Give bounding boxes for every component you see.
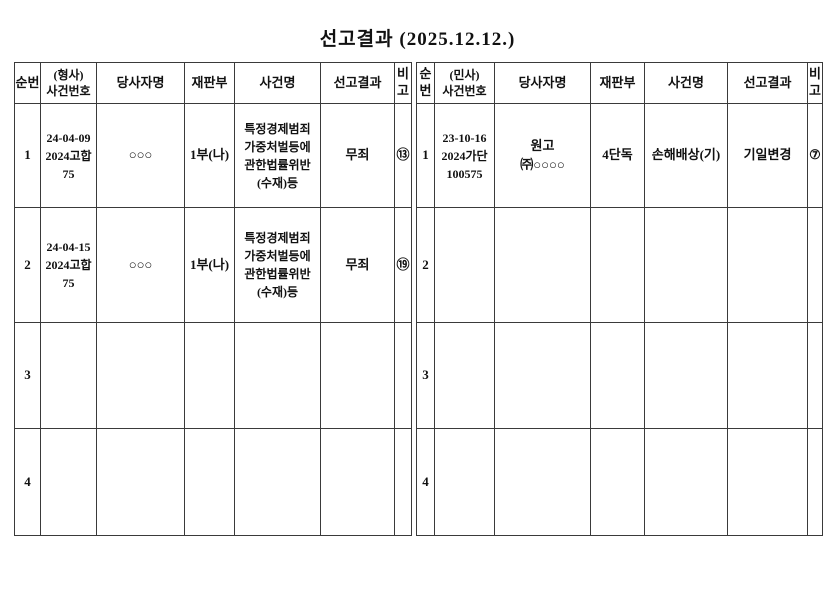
- cell-party: ○○○: [96, 103, 185, 208]
- table-row: 2: [416, 207, 823, 323]
- cell-note: ⑦: [807, 103, 823, 208]
- col-header-case-name: 사건명: [644, 62, 728, 104]
- cell-result: 무죄: [320, 207, 395, 323]
- cell-note: [807, 207, 823, 323]
- cell-result: [320, 428, 395, 536]
- col-header-panel: 재판부: [184, 62, 235, 104]
- cell-panel: [590, 207, 645, 323]
- cell-no: 3: [416, 322, 435, 429]
- cell-case-name: [644, 322, 728, 429]
- cell-no: 4: [416, 428, 435, 536]
- col-header-no: 순번: [14, 62, 41, 104]
- cell-panel: 1부(나): [184, 103, 235, 208]
- cell-case-no: 23-10-16 2024가단 100575: [434, 103, 495, 208]
- cell-note: [807, 322, 823, 429]
- cell-party: [494, 322, 591, 429]
- cell-case-no: [40, 428, 97, 536]
- cell-panel: 4단독: [590, 103, 645, 208]
- cell-case-name: [644, 207, 728, 323]
- cell-party: [96, 322, 185, 429]
- cell-result: [727, 322, 808, 429]
- criminal-table: 순번 (형사) 사건번호 당사자명 재판부 사건명 선고결과 비고 1 24-0…: [14, 62, 412, 536]
- cell-no: 1: [14, 103, 41, 208]
- table-row: 4: [14, 428, 412, 536]
- table-row: 1 24-04-09 2024고합 75 ○○○ 1부(나) 특정경제범죄 가중…: [14, 103, 412, 208]
- cell-result: 기일변경: [727, 103, 808, 208]
- cell-case-name: [234, 322, 321, 429]
- cell-party: 원고 ㈜○○○○: [494, 103, 591, 208]
- cell-panel: [590, 322, 645, 429]
- cell-result: 무죄: [320, 103, 395, 208]
- cell-no: 1: [416, 103, 435, 208]
- table-row: 1 23-10-16 2024가단 100575 원고 ㈜○○○○ 4단독 손해…: [416, 103, 823, 208]
- cell-case-no: [434, 428, 495, 536]
- cell-case-no: 24-04-09 2024고합 75: [40, 103, 97, 208]
- col-header-case-no: (형사) 사건번호: [40, 62, 97, 104]
- cell-note: [394, 322, 412, 429]
- cell-no: 3: [14, 322, 41, 429]
- cell-case-no: [434, 322, 495, 429]
- cell-case-name: 손해배상(기): [644, 103, 728, 208]
- cell-no: 4: [14, 428, 41, 536]
- cell-note: ⑬: [394, 103, 412, 208]
- civil-table: 순번 (민사) 사건번호 당사자명 재판부 사건명 선고결과 비고 1 23-1…: [416, 62, 823, 536]
- cell-party: [96, 428, 185, 536]
- table-row: 3: [416, 322, 823, 429]
- cell-party: [494, 207, 591, 323]
- cell-no: 2: [416, 207, 435, 323]
- col-header-result: 선고결과: [320, 62, 395, 104]
- col-header-case-no: (민사) 사건번호: [434, 62, 495, 104]
- cell-case-no: [434, 207, 495, 323]
- col-header-panel: 재판부: [590, 62, 645, 104]
- table-row: 2 24-04-15 2024고합 75 ○○○ 1부(나) 특정경제범죄 가중…: [14, 207, 412, 323]
- col-header-result: 선고결과: [727, 62, 808, 104]
- cell-note: [394, 428, 412, 536]
- cell-party: ○○○: [96, 207, 185, 323]
- cell-case-no: 24-04-15 2024고합 75: [40, 207, 97, 323]
- cell-panel: [184, 428, 235, 536]
- cell-result: [727, 207, 808, 323]
- cell-result: [320, 322, 395, 429]
- page-title: 선고결과 (2025.12.12.): [319, 29, 516, 50]
- col-header-note: 비고: [807, 62, 823, 104]
- cell-no: 2: [14, 207, 41, 323]
- col-header-note: 비고: [394, 62, 412, 104]
- cell-case-name: 특정경제범죄 가중처벌등에 관한법률위반 (수재)등: [234, 207, 321, 323]
- cell-case-name: [234, 428, 321, 536]
- cell-result: [727, 428, 808, 536]
- col-header-party: 당사자명: [96, 62, 185, 104]
- col-header-no: 순번: [416, 62, 435, 104]
- cell-case-no: [40, 322, 97, 429]
- cell-case-name: 특정경제범죄 가중처벌등에 관한법률위반 (수재)등: [234, 103, 321, 208]
- col-header-party: 당사자명: [494, 62, 591, 104]
- cell-case-name: [644, 428, 728, 536]
- cell-panel: [184, 322, 235, 429]
- table-row: 3: [14, 322, 412, 429]
- cell-panel: 1부(나): [184, 207, 235, 323]
- cell-party: [494, 428, 591, 536]
- criminal-header-row: 순번 (형사) 사건번호 당사자명 재판부 사건명 선고결과 비고: [14, 62, 412, 104]
- cell-note: [807, 428, 823, 536]
- cell-note: ⑲: [394, 207, 412, 323]
- col-header-case-name: 사건명: [234, 62, 321, 104]
- civil-header-row: 순번 (민사) 사건번호 당사자명 재판부 사건명 선고결과 비고: [416, 62, 823, 104]
- cell-panel: [590, 428, 645, 536]
- table-row: 4: [416, 428, 823, 536]
